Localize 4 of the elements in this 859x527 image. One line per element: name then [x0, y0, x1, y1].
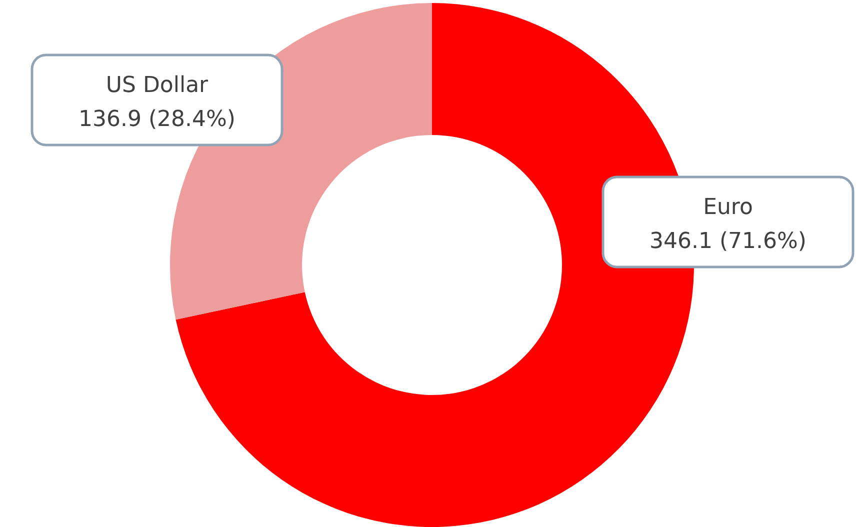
data-label: 346.1 (71.6%) — [649, 229, 807, 254]
data-label: 136.9 (28.4%) — [78, 107, 236, 132]
slice-label: US Dollar — [106, 73, 210, 98]
slice-label: Euro — [703, 195, 753, 220]
